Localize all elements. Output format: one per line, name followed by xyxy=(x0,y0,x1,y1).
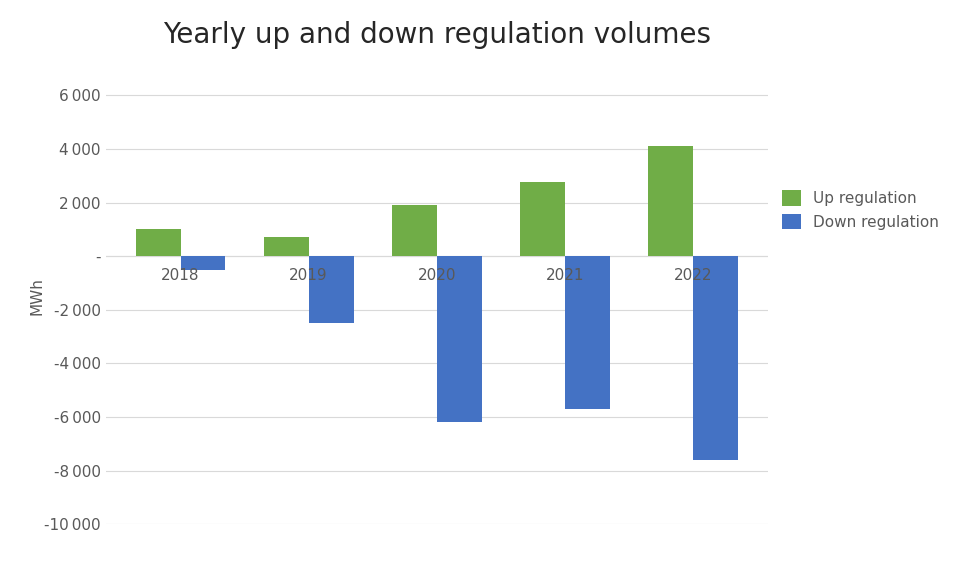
Bar xyxy=(135,229,180,256)
Text: 2018: 2018 xyxy=(161,267,200,283)
Bar xyxy=(309,256,353,323)
Bar xyxy=(437,256,482,422)
Bar xyxy=(520,182,564,256)
Bar xyxy=(564,256,610,409)
Bar xyxy=(693,256,738,460)
Text: 2020: 2020 xyxy=(418,267,456,283)
Text: 2022: 2022 xyxy=(674,267,712,283)
Legend: Up regulation, Down regulation: Up regulation, Down regulation xyxy=(782,190,939,230)
Bar xyxy=(264,237,309,256)
Bar xyxy=(392,205,437,256)
Y-axis label: MWh: MWh xyxy=(30,278,45,315)
Text: 2019: 2019 xyxy=(289,267,328,283)
Bar xyxy=(648,146,693,256)
Bar xyxy=(180,256,226,270)
Title: Yearly up and down regulation volumes: Yearly up and down regulation volumes xyxy=(163,22,710,50)
Text: 2021: 2021 xyxy=(545,267,585,283)
